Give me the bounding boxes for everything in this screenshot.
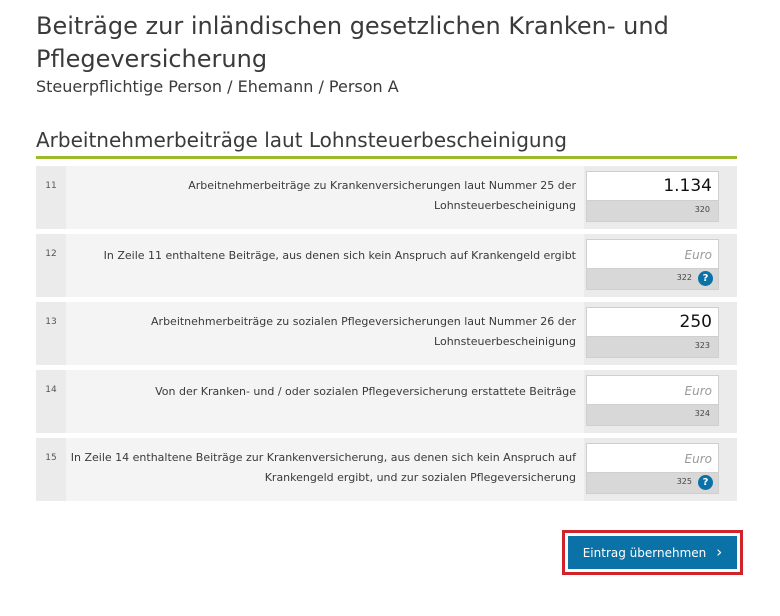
row-number: 12 <box>45 249 57 259</box>
amount-input-320[interactable] <box>586 171 719 201</box>
row-label-area: In Zeile 14 enthaltene Beiträge zur Kran… <box>66 438 584 501</box>
row-number: 13 <box>45 317 57 327</box>
field-code-bar: 324 <box>586 405 719 426</box>
row-number: 11 <box>45 181 57 191</box>
amount-input-324[interactable] <box>586 375 719 405</box>
field-code: 323 <box>694 341 710 350</box>
form-row-12: 12 In Zeile 11 enthaltene Beiträge, aus … <box>36 234 737 297</box>
form-row-13: 13 Arbeitnehmerbeiträge zu sozialen Pfle… <box>36 302 737 365</box>
section-heading: Arbeitnehmerbeiträge laut Lohnsteuerbesc… <box>36 126 737 159</box>
row-label-area: In Zeile 11 enthaltene Beiträge, aus den… <box>66 234 584 297</box>
amount-input-322[interactable] <box>586 239 719 269</box>
page-title: Beiträge zur inländischen gesetzlichen K… <box>36 12 669 73</box>
field-code-bar: 323 <box>586 337 719 358</box>
row-label: In Zeile 14 enthaltene Beiträge zur Kran… <box>70 451 576 484</box>
chevron-right-icon: › <box>716 543 723 561</box>
row-label: Arbeitnehmerbeiträge zu Krankenversicher… <box>188 179 576 212</box>
field-code: 325 <box>676 477 692 486</box>
row-label-area: Arbeitnehmerbeiträge zu Krankenversicher… <box>66 166 584 229</box>
row-label: Arbeitnehmerbeiträge zu sozialen Pflegev… <box>151 315 576 348</box>
submit-button-label: Eintrag übernehmen <box>582 545 707 560</box>
field-code: 320 <box>694 205 710 214</box>
field-code-bar: 320 <box>586 201 719 222</box>
field-code: 322 <box>676 273 692 282</box>
form-row-11: 11 Arbeitnehmerbeiträge zu Krankenversic… <box>36 166 737 229</box>
row-number: 15 <box>45 453 57 463</box>
row-label: Von der Kranken- und / oder sozialen Pfl… <box>155 385 576 398</box>
form-row-14: 14 Von der Kranken- und / oder sozialen … <box>36 370 737 433</box>
amount-input-323[interactable] <box>586 307 719 337</box>
help-icon[interactable]: ? <box>698 271 713 286</box>
row-label: In Zeile 11 enthaltene Beiträge, aus den… <box>103 249 576 262</box>
help-icon[interactable]: ? <box>698 475 713 490</box>
field-code: 324 <box>694 409 710 418</box>
submit-entry-button[interactable]: Eintrag übernehmen › <box>568 536 737 569</box>
field-code-bar: 322 ? <box>586 269 719 290</box>
row-label-area: Von der Kranken- und / oder sozialen Pfl… <box>66 370 584 433</box>
field-code-bar: 325 ? <box>586 473 719 494</box>
amount-input-325[interactable] <box>586 443 719 473</box>
page-subtitle: Steuerpflichtige Person / Ehemann / Pers… <box>36 77 399 96</box>
row-number: 14 <box>45 385 57 395</box>
form-row-15: 15 In Zeile 14 enthaltene Beiträge zur K… <box>36 438 737 501</box>
row-label-area: Arbeitnehmerbeiträge zu sozialen Pflegev… <box>66 302 584 365</box>
submit-highlight-frame: Eintrag übernehmen › <box>562 530 743 575</box>
form-rows: 11 Arbeitnehmerbeiträge zu Krankenversic… <box>36 166 737 506</box>
